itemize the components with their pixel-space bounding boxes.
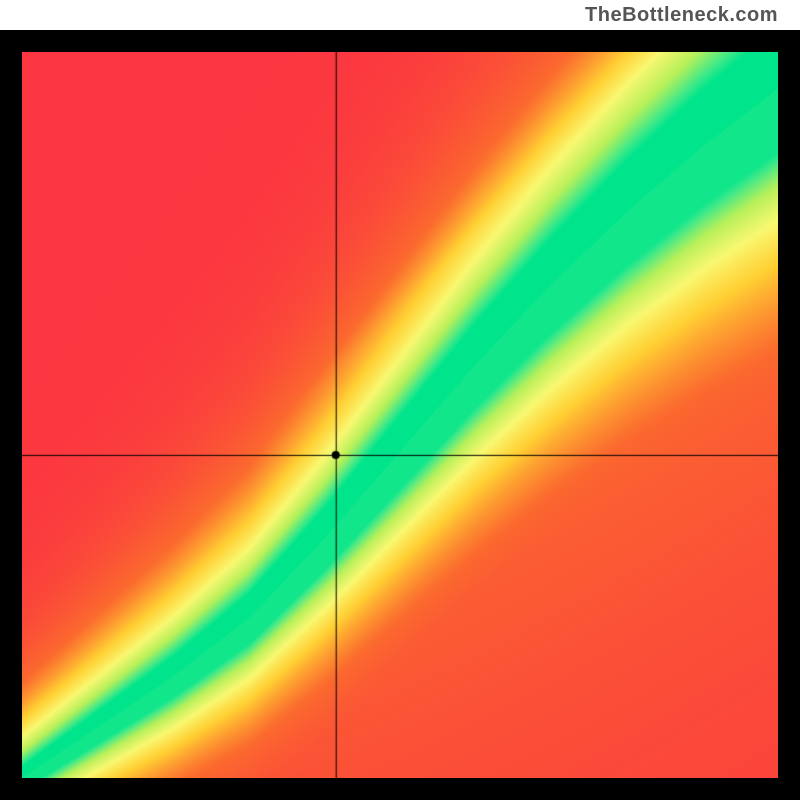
bottleneck-heatmap [22,52,778,778]
watermark-text: TheBottleneck.com [585,4,778,27]
heatmap-frame [0,30,800,800]
